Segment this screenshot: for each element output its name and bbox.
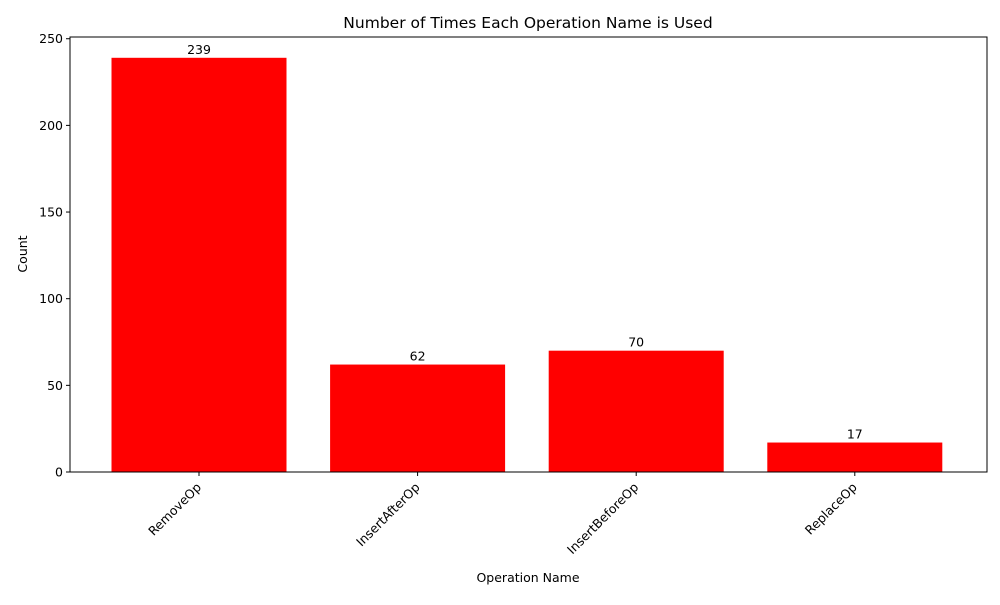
bar-insertafterop [330,364,506,472]
y-tick-label-150: 150 [39,205,63,220]
x-tick-label-insertafterop: InsertAfterOp [353,479,423,549]
data-label-insertafterop: 62 [410,349,426,364]
y-tick-label-200: 200 [39,118,63,133]
y-tick-label-50: 50 [47,378,63,393]
bar-removeop [111,57,287,472]
y-tick-label-100: 100 [39,291,63,306]
data-label-replaceop: 17 [847,427,863,442]
bar-replaceop [767,442,943,472]
x-tick-label-removeop: RemoveOp [145,479,204,538]
data-labels-layer: 239 62 70 17 [187,42,863,442]
bar-insertbeforeop [548,350,724,472]
data-label-insertbeforeop: 70 [628,335,644,350]
x-axis-label: Operation Name [476,570,579,585]
x-tick-label-insertbeforeop: InsertBeforeOp [564,479,641,556]
chart-title: Number of Times Each Operation Name is U… [343,14,712,32]
y-tick-label-0: 0 [55,465,63,480]
y-tick-label-250: 250 [39,31,63,46]
plot-frame [69,36,988,473]
bars-layer [111,57,943,472]
x-tick-label-replaceop: ReplaceOp [802,479,860,537]
data-label-removeop: 239 [187,42,211,57]
y-axis-label: Count [15,235,30,272]
